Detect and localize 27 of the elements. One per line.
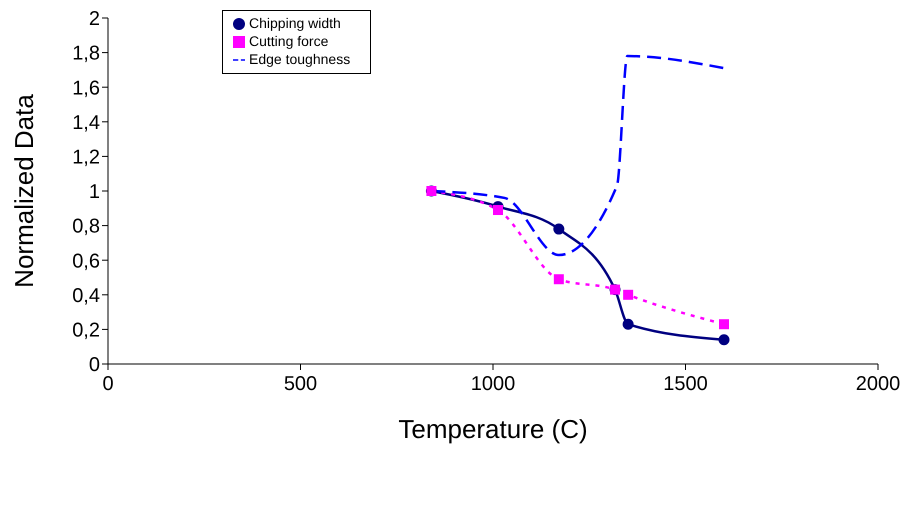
- y-tick-label: 1,4: [72, 112, 100, 134]
- point: [719, 319, 729, 330]
- point: [493, 205, 504, 216]
- legend-label: Edge toughness: [249, 51, 350, 67]
- y-tick-label: 0: [88, 354, 100, 376]
- y-tick-label: 1,6: [72, 77, 100, 100]
- point: [622, 318, 634, 330]
- y-axis-title: Normalized Data: [9, 94, 39, 288]
- y-tick-label: 0,2: [72, 320, 100, 342]
- y-tick-label: 1,8: [72, 42, 100, 65]
- point: [553, 224, 564, 235]
- x-tick-label: 1000: [470, 373, 516, 396]
- y-tick-label: 1: [88, 181, 100, 204]
- point: [554, 274, 564, 284]
- x-tick-label: 500: [284, 373, 318, 396]
- y-tick-label: 0,4: [72, 284, 100, 307]
- y-tick-label: 0,6: [72, 250, 100, 272]
- point: [718, 334, 730, 346]
- legend-label: Chipping width: [249, 15, 341, 31]
- y-tick-label: 2: [88, 8, 100, 30]
- point: [623, 290, 634, 300]
- x-tick-label: 1500: [663, 373, 708, 396]
- x-tick-label: 2000: [856, 373, 900, 396]
- legend-label: Cutting force: [249, 33, 328, 49]
- x-axis-title: Temperature (C): [398, 414, 588, 444]
- y-tick-label: 1,2: [72, 146, 100, 168]
- y-tick-label: 0,8: [72, 216, 100, 238]
